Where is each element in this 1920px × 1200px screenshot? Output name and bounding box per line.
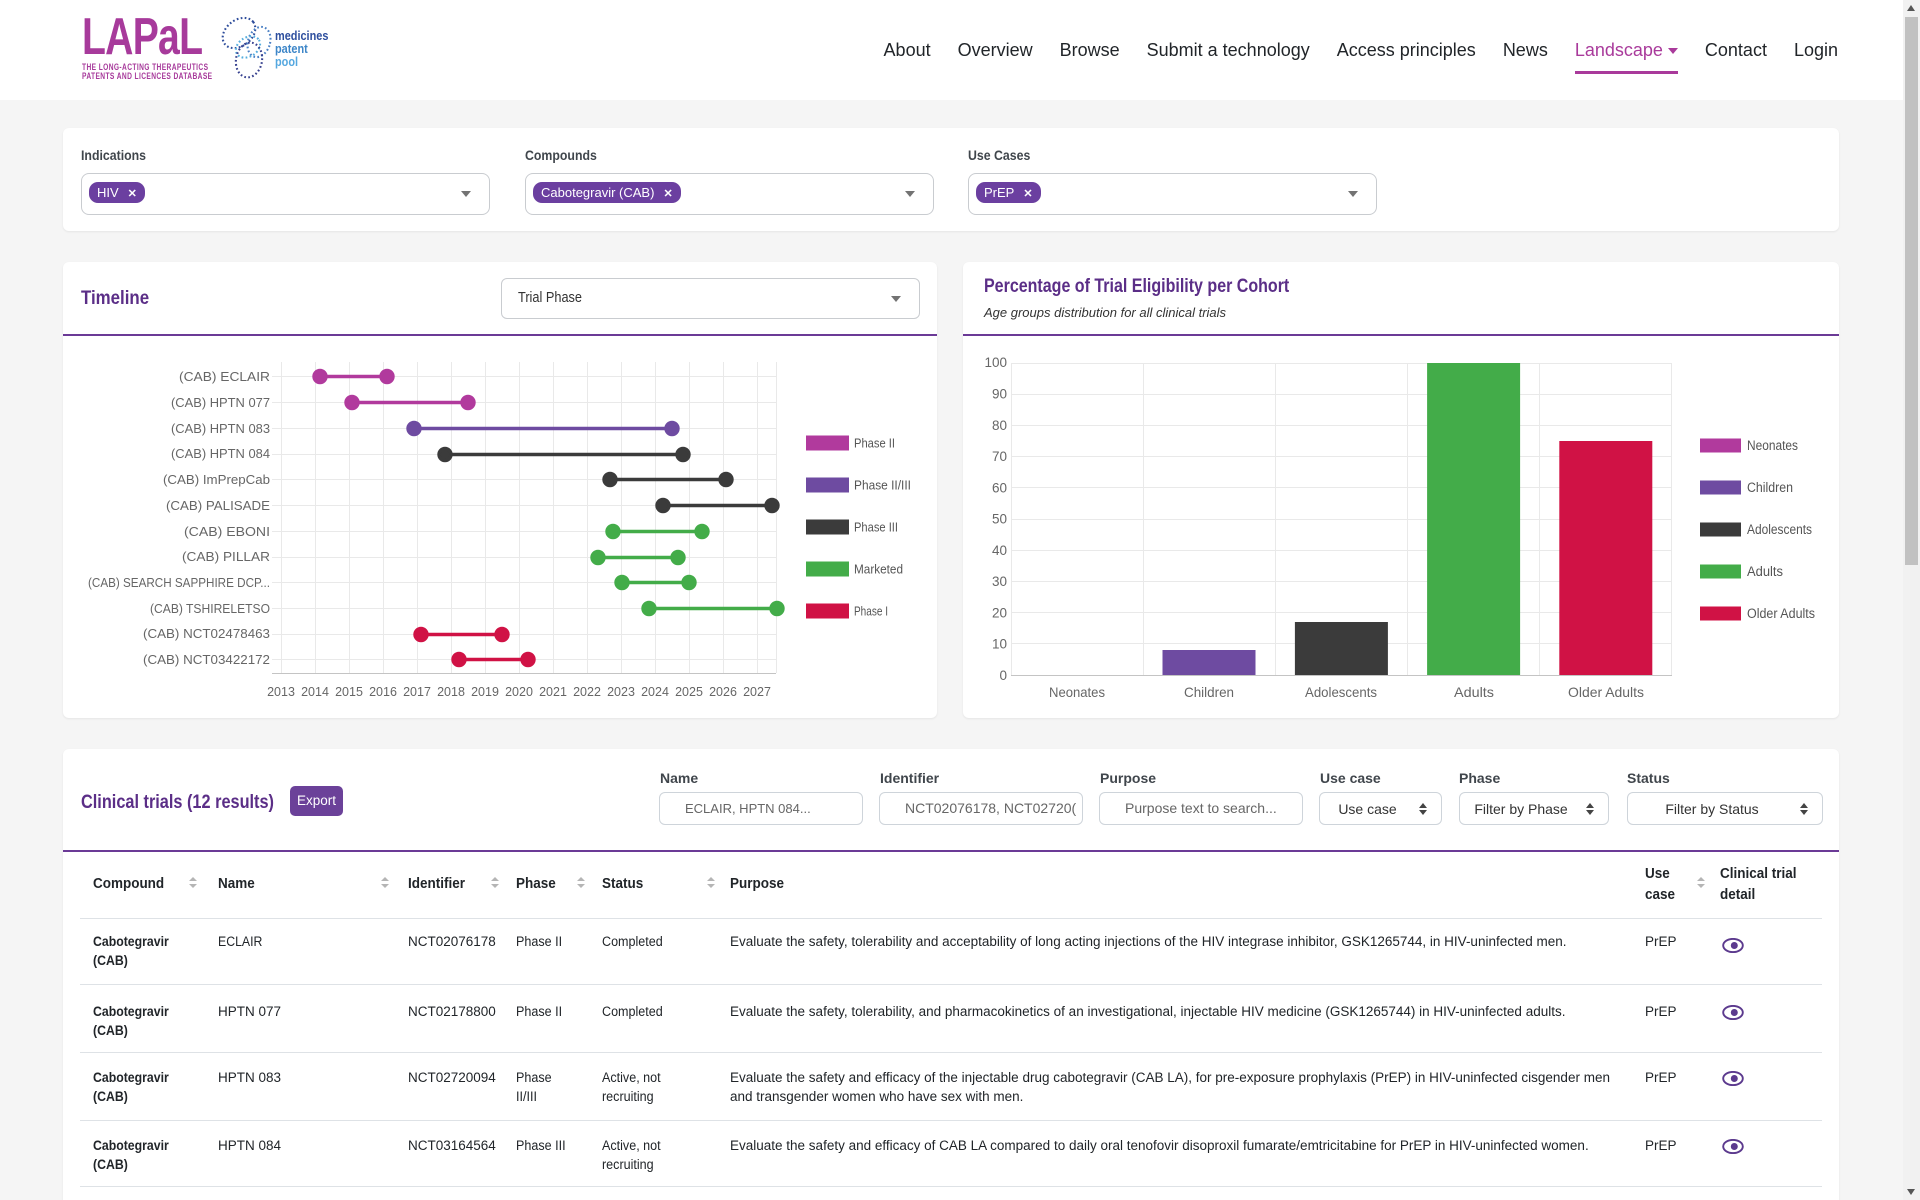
svg-text:Phase III: Phase III [854,520,898,535]
svg-text:Adults: Adults [1747,564,1783,579]
svg-text:70: 70 [992,449,1007,464]
svg-text:2020: 2020 [505,685,533,699]
svg-text:60: 60 [992,480,1007,495]
svg-text:(CAB) NCT02478463: (CAB) NCT02478463 [143,627,270,641]
svg-text:2023: 2023 [607,685,635,699]
svg-text:Neonates: Neonates [1049,684,1105,700]
svg-text:2026: 2026 [709,685,737,699]
svg-text:(CAB) ECLAIR: (CAB) ECLAIR [179,370,270,384]
svg-text:2013: 2013 [267,685,295,699]
svg-text:Phase II/III: Phase II/III [854,478,911,493]
svg-text:Older Adults: Older Adults [1568,684,1644,700]
svg-text:(CAB) HPTN 084: (CAB) HPTN 084 [171,447,270,461]
svg-text:20: 20 [992,605,1007,620]
svg-text:Phase II: Phase II [854,436,895,451]
svg-text:Older Adults: Older Adults [1747,606,1815,621]
svg-text:40: 40 [992,543,1007,558]
svg-text:2014: 2014 [301,685,329,699]
svg-text:Neonates: Neonates [1747,438,1798,453]
svg-text:Adults: Adults [1454,684,1494,700]
svg-text:2017: 2017 [403,685,431,699]
svg-text:50: 50 [992,512,1007,527]
svg-text:(CAB) NCT03422172: (CAB) NCT03422172 [143,653,270,667]
svg-text:2024: 2024 [641,685,669,699]
svg-text:2019: 2019 [471,685,499,699]
svg-text:Children: Children [1184,684,1234,700]
svg-text:2016: 2016 [369,685,397,699]
svg-text:100: 100 [984,355,1007,370]
svg-text:2027: 2027 [743,685,771,699]
svg-text:2015: 2015 [335,685,363,699]
svg-text:2025: 2025 [675,685,703,699]
svg-text:90: 90 [992,387,1007,402]
svg-text:(CAB) ImPrepCab: (CAB) ImPrepCab [163,473,270,487]
svg-text:2022: 2022 [573,685,601,699]
svg-text:(CAB) PALISADE: (CAB) PALISADE [166,499,270,513]
svg-text:Children: Children [1747,480,1793,495]
svg-text:Adolescents: Adolescents [1747,522,1812,537]
svg-text:(CAB) HPTN 077: (CAB) HPTN 077 [171,396,270,410]
svg-text:30: 30 [992,574,1007,589]
svg-text:(CAB) HPTN 083: (CAB) HPTN 083 [171,422,270,436]
svg-text:Adolescents: Adolescents [1305,684,1377,700]
svg-text:(CAB) EBONI: (CAB) EBONI [184,525,270,539]
svg-text:2018: 2018 [437,685,465,699]
svg-text:Phase I: Phase I [854,604,888,619]
svg-text:Marketed: Marketed [854,562,903,577]
svg-text:80: 80 [992,418,1007,433]
svg-text:0: 0 [999,668,1007,683]
svg-text:(CAB) SEARCH SAPPHIRE DCP...: (CAB) SEARCH SAPPHIRE DCP... [88,576,270,590]
svg-text:2021: 2021 [539,685,567,699]
svg-text:(CAB) TSHIRELETSO: (CAB) TSHIRELETSO [150,602,270,616]
svg-text:10: 10 [992,637,1007,652]
svg-text:(CAB) PILLAR: (CAB) PILLAR [182,550,270,564]
